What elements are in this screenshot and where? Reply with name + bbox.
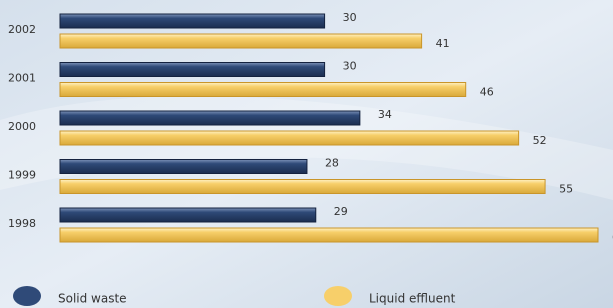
y-tick-label: 2000	[8, 120, 36, 133]
bar	[60, 160, 307, 174]
y-tick-label: 2002	[8, 23, 36, 36]
y-tick-label: 2001	[8, 72, 36, 85]
legend-label: Solid waste	[58, 292, 127, 306]
chart: 2002304120013046200034521999285519982961…	[0, 0, 613, 308]
bar	[60, 180, 545, 194]
bar	[60, 208, 316, 222]
bar	[60, 34, 422, 48]
data-label: 34	[378, 108, 392, 121]
data-label: 30	[343, 60, 357, 73]
data-label: 41	[436, 37, 450, 50]
legend-swatch	[324, 286, 352, 306]
data-label: 55	[559, 183, 573, 196]
bar	[60, 83, 466, 97]
legend-swatch	[13, 286, 41, 306]
data-label: 30	[343, 11, 357, 24]
data-label: 46	[480, 86, 494, 99]
bar	[60, 228, 598, 242]
legend-label: Liquid effluent	[369, 292, 456, 306]
bar	[60, 63, 325, 77]
data-label: 29	[334, 205, 348, 218]
bar	[60, 14, 325, 28]
bar	[60, 111, 360, 125]
y-tick-label: 1998	[8, 217, 36, 230]
data-label: 52	[533, 134, 547, 147]
y-tick-label: 1999	[8, 169, 36, 182]
bar	[60, 131, 519, 145]
data-label: 28	[325, 157, 339, 170]
